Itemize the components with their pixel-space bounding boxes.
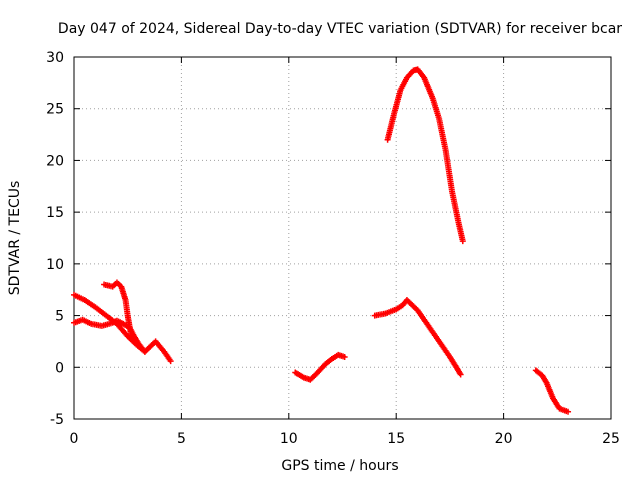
series-arc-7 bbox=[532, 367, 572, 415]
data-marks bbox=[71, 66, 572, 415]
series-arc-4 bbox=[292, 351, 348, 383]
x-axis-label: GPS time / hours bbox=[281, 458, 398, 474]
series-arc-6 bbox=[384, 66, 466, 245]
x-tick-label: 5 bbox=[177, 431, 186, 447]
series-arc-2 bbox=[71, 316, 148, 355]
x-tick-label: 20 bbox=[495, 431, 513, 447]
plot-frame bbox=[73, 56, 612, 420]
chart-title: Day 047 of 2024, Sidereal Day-to-day VTE… bbox=[58, 21, 622, 37]
y-tick-label: 20 bbox=[46, 153, 64, 169]
y-tick-label: 30 bbox=[46, 50, 64, 66]
data-point bbox=[141, 348, 148, 355]
data-point bbox=[565, 408, 572, 415]
y-tick-label: 15 bbox=[46, 205, 64, 221]
x-tick-label: 15 bbox=[387, 431, 405, 447]
data-point bbox=[167, 358, 174, 365]
data-point bbox=[457, 371, 464, 378]
x-tick-label: 25 bbox=[602, 431, 620, 447]
x-tick-label: 10 bbox=[280, 431, 298, 447]
series-arc-3 bbox=[101, 279, 140, 346]
y-axis-label: SDTVAR / TECUs bbox=[7, 181, 23, 296]
series-arc-5 bbox=[371, 297, 464, 378]
y-tick-label: 5 bbox=[55, 309, 64, 325]
data-point bbox=[459, 238, 466, 245]
grid bbox=[74, 57, 611, 419]
y-tick-label: 0 bbox=[55, 360, 64, 376]
data-point bbox=[133, 339, 140, 346]
axis-ticks: 0 5 10 15 20 25 -5 0 5 10 15 20 25 30 bbox=[46, 50, 620, 447]
y-tick-label: 10 bbox=[46, 257, 64, 273]
y-tick-label: -5 bbox=[50, 412, 64, 428]
x-tick-label: 0 bbox=[70, 431, 79, 447]
y-tick-label: 25 bbox=[46, 102, 64, 118]
data-point bbox=[341, 353, 348, 360]
series-arc-1 bbox=[71, 291, 174, 365]
